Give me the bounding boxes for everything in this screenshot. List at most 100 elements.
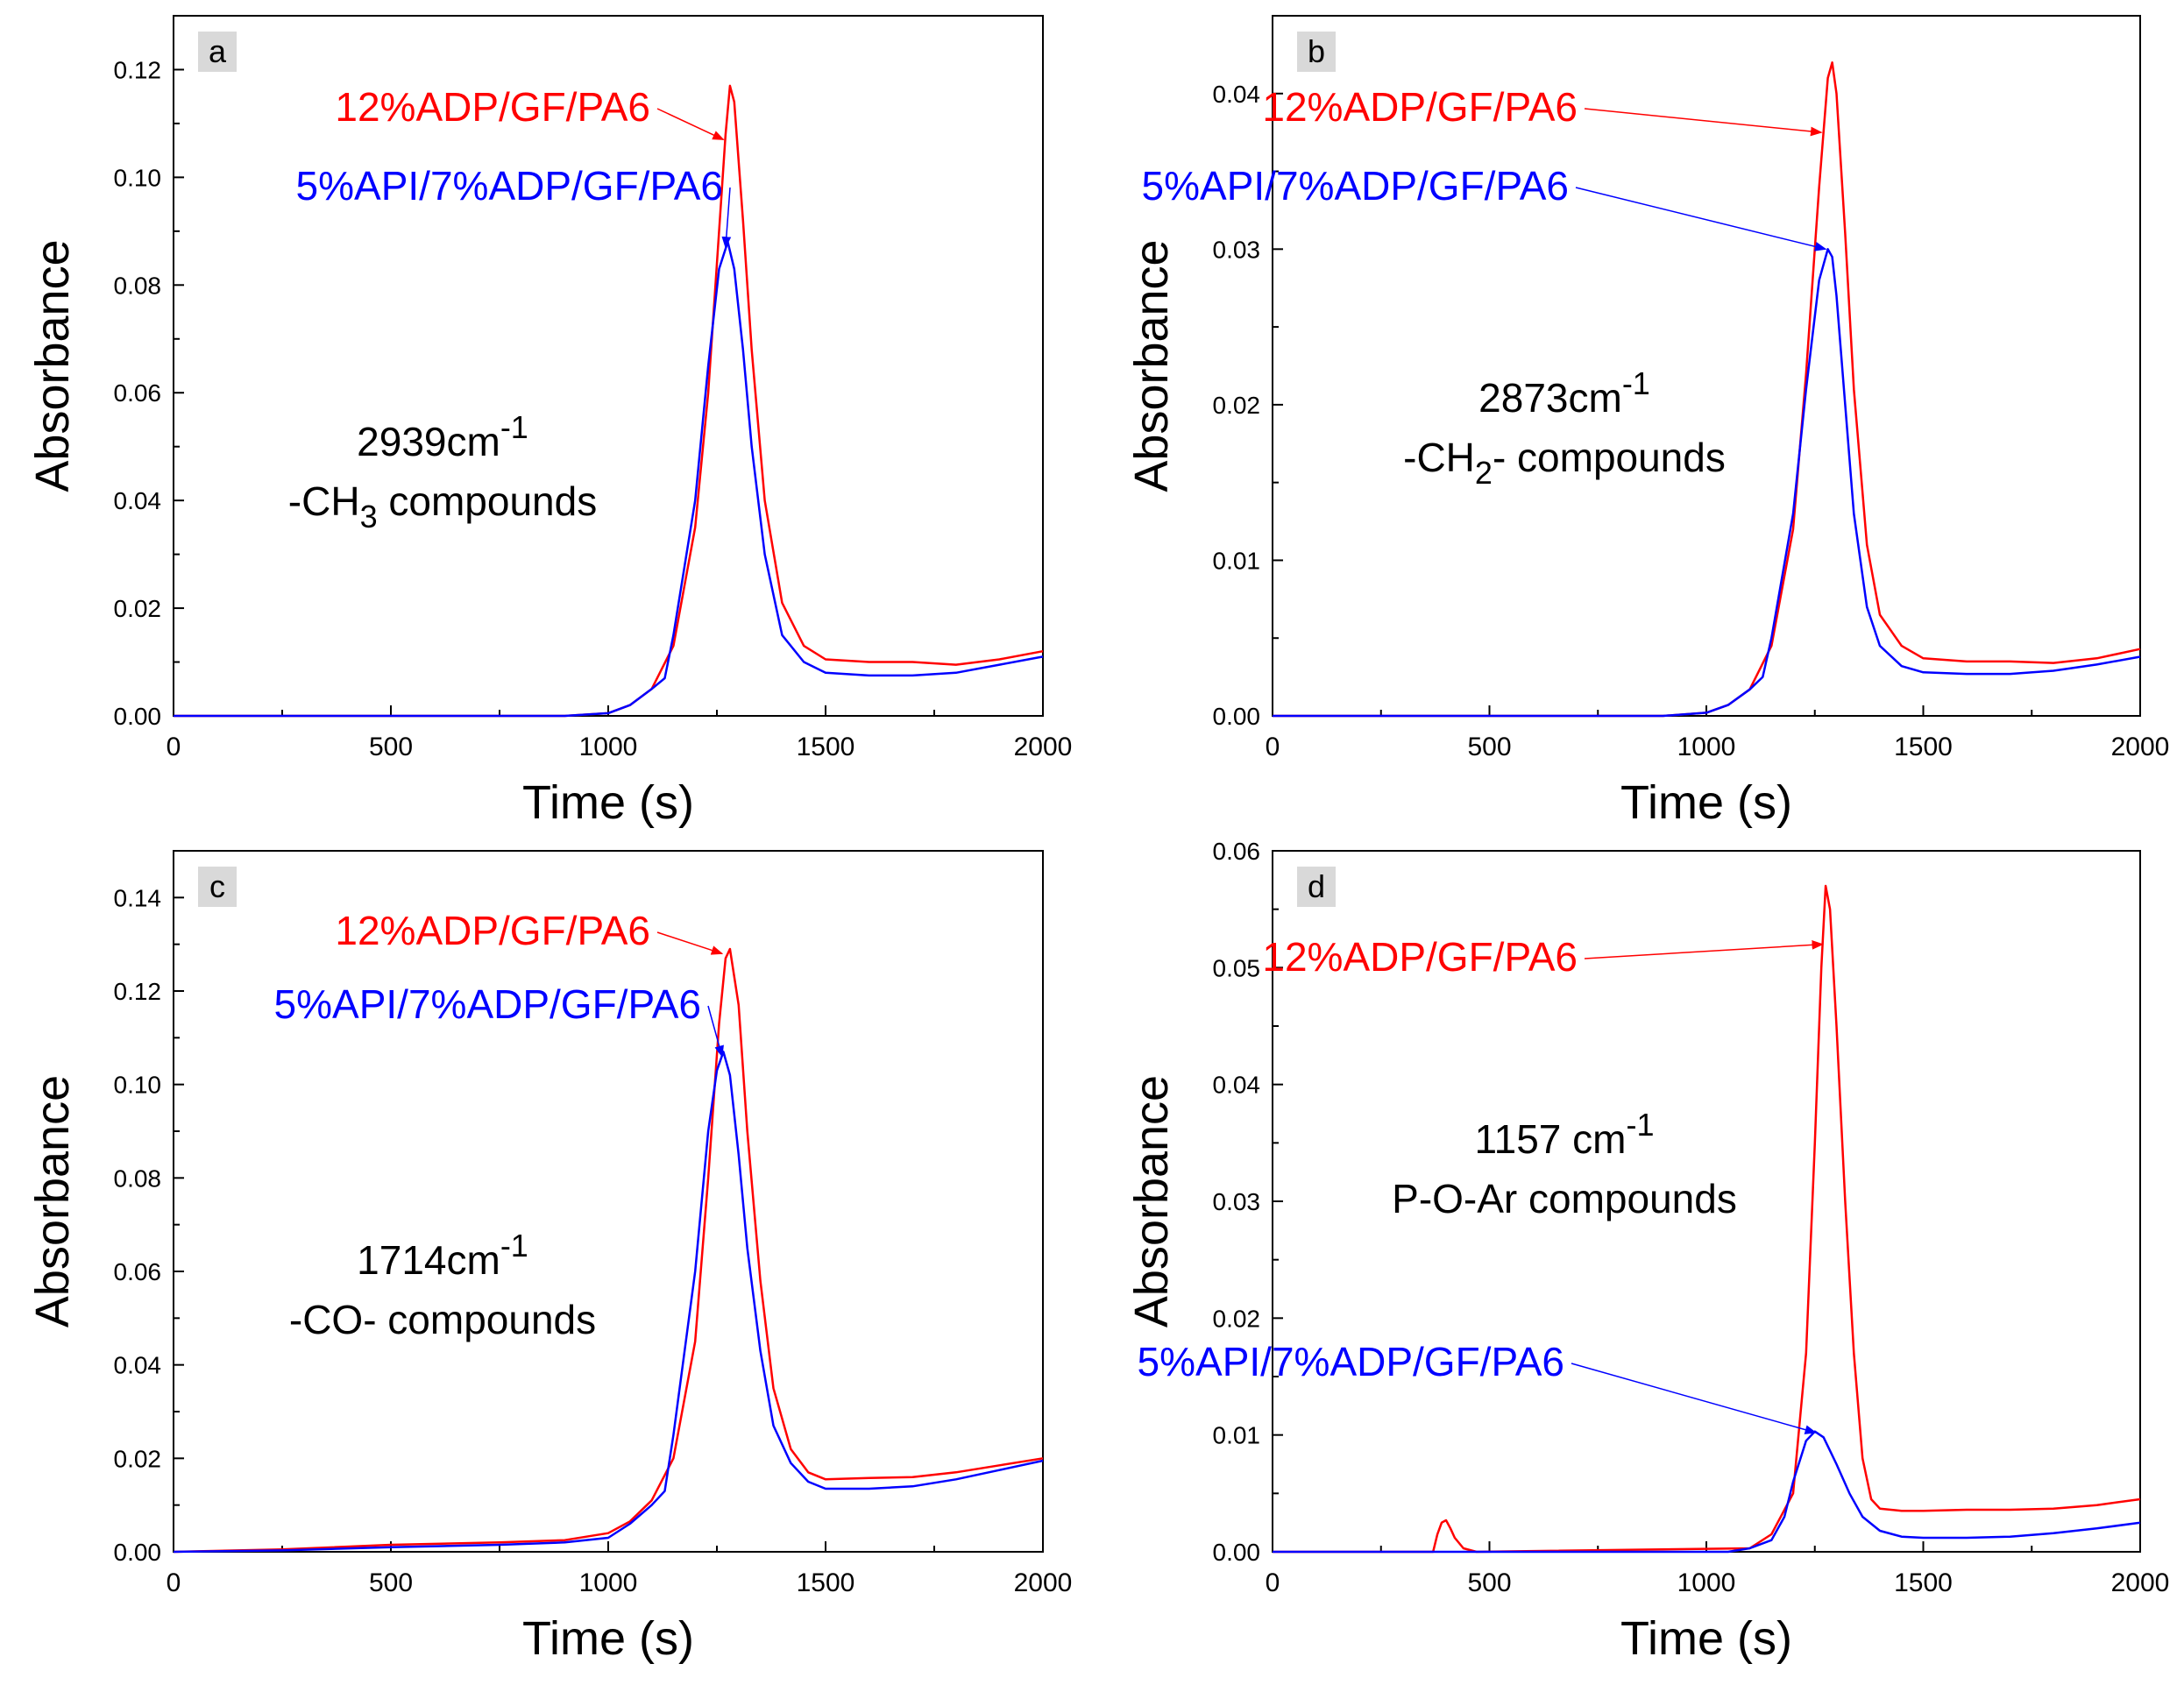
y-tick-label: 0.00 [1213,1539,1261,1566]
x-tick-label: 0 [167,1568,181,1597]
annotation-wavenumber-value: 1157 cm [1474,1116,1626,1162]
panel-label: d [1308,868,1325,904]
y-tick-label: 0.05 [1213,954,1261,981]
series-arrow-blue [1575,187,1827,251]
y-tick-label: 0.08 [114,1165,162,1192]
chart-panel-d: 0 500 1000 1500 2000 0.00 0.01 0.02 0.03 0.04 0.05… [1125,838,2169,1665]
y-tick-label: 0.01 [1213,1422,1261,1449]
y-tick-label: 0.04 [114,1352,162,1379]
annotation-subscript: 3 [360,499,378,535]
series-label-red: 12%ADP/GF/PA6 [335,84,650,130]
annotation-wavenumber-value: 1714cm [357,1237,500,1283]
annotation-wavenumber-value: 2939cm [357,419,500,464]
annotation-wavenumber: 2939cm-1 [357,409,528,464]
series-arrow-red [1584,940,1825,959]
x-tick-label: 1500 [1894,733,1953,761]
series-line-red [1273,61,2141,718]
series-arrow-red [1584,108,1823,137]
x-tick-label: 2000 [2111,733,2170,761]
x-tick-label: 2000 [1014,1568,1073,1597]
x-tick-label: 2000 [2111,1568,2170,1597]
y-tick-label: 0.00 [114,703,162,730]
y-tick-label: 0.06 [114,379,162,407]
y-tick-label: 0.12 [114,56,162,83]
annotation-compound-prefix: P-O-Ar compounds [1392,1176,1737,1221]
x-tick-label: 0 [167,733,181,761]
x-axis-title: Time (s) [1620,776,1792,829]
series-line-blue [174,240,1044,718]
y-tick-label: 0.04 [1213,81,1261,108]
series-label-red: 12%ADP/GF/PA6 [1262,934,1578,980]
x-tick-label: 500 [369,733,413,761]
y-tick-label: 0.01 [1213,547,1261,574]
y-axis-title: Absorbance [1125,1075,1178,1327]
series-line-red [173,947,1044,1554]
y-tick-label: 0.10 [114,164,162,191]
series-label-blue: 5%API/7%ADP/GF/PA6 [1142,163,1569,209]
y-tick-label: 0.06 [114,1258,162,1285]
annotation-compound: -CH2- compounds [1403,435,1726,491]
annotation-superscript: -1 [500,409,528,445]
x-tick-label: 1500 [797,1568,855,1597]
x-tick-label: 1500 [797,733,855,761]
y-tick-label: 0.03 [1213,236,1261,263]
panel-label-badge [198,867,237,907]
series-label-blue: 5%API/7%ADP/GF/PA6 [1138,1339,1564,1384]
y-axis-title: Absorbance [1125,239,1178,492]
y-tick-label: 0.04 [114,487,162,514]
y-tick-label: 0.14 [114,884,162,911]
x-tick-label: 1500 [1894,1568,1953,1597]
x-tick-label: 0 [1266,733,1280,761]
x-axis-title: Time (s) [522,776,694,829]
chart-panel-b: 0 500 1000 1500 2000 0.00 0.01 0.02 0.03 0.04 Time… [1125,15,2170,829]
chart-panel-c: 0 500 1000 1500 2000 0.00 0.02 0.04 0.06 0.08 0.10… [26,850,1073,1665]
y-tick-label: 0.02 [1213,1305,1261,1332]
y-tick-label: 0.04 [1213,1072,1261,1099]
series-arrow-blue [721,187,732,249]
annotation-compound: P-O-Ar compounds [1392,1176,1737,1221]
panel-label-badge [198,32,237,72]
annotation-wavenumber: 2873cm-1 [1478,365,1650,421]
annotation-compound-prefix: -CH [288,478,360,524]
y-tick-label: 0.10 [114,1072,162,1099]
y-tick-label: 0.02 [1213,392,1261,419]
chart-panel-a: 0 500 1000 1500 2000 0.00 0.02 0.04 0.06 0.08 0.10… [26,15,1073,829]
y-axis-title: Absorbance [26,1075,79,1327]
annotation-wavenumber-value: 2873cm [1478,375,1622,421]
series-label-blue: 5%API/7%ADP/GF/PA6 [296,163,723,209]
annotation-superscript: -1 [1622,365,1650,401]
x-tick-label: 500 [1467,1568,1511,1597]
series-line-blue [1273,248,2141,718]
panel-label-badge [1297,32,1336,72]
series-arrow-red [656,931,724,955]
x-axis-title: Time (s) [1620,1612,1792,1665]
panel-label: b [1308,33,1325,69]
y-tick-label: 0.00 [114,1539,162,1566]
annotation-superscript: -1 [1627,1107,1655,1143]
x-tick-label: 0 [1266,1568,1280,1597]
annotation-compound-suffix: compounds [378,478,598,524]
series-line-blue [1273,1430,2141,1554]
panel-label-badge [1297,867,1336,907]
x-axis-title: Time (s) [522,1612,694,1665]
x-tick-label: 1000 [1677,1568,1736,1597]
annotation-compound: -CO- compounds [289,1297,596,1342]
annotation-compound-prefix: -CO- compounds [289,1297,596,1342]
series-label-blue: 5%API/7%ADP/GF/PA6 [274,981,701,1027]
y-tick-label: 0.03 [1213,1188,1261,1215]
series-label-red: 12%ADP/GF/PA6 [1262,84,1578,130]
annotation-compound: -CH3 compounds [288,478,597,535]
y-tick-label: 0.02 [114,1445,162,1472]
annotation-compound-prefix: -CH [1403,435,1475,480]
y-tick-label: 0.06 [1213,838,1261,865]
annotation-wavenumber: 1714cm-1 [357,1228,528,1283]
annotation-wavenumber: 1157 cm-1 [1474,1107,1654,1162]
x-tick-label: 1000 [579,1568,638,1597]
annotation-compound-suffix: - compounds [1493,435,1726,480]
series-arrow-blue [707,1005,724,1058]
series-label-red: 12%ADP/GF/PA6 [335,908,650,953]
x-tick-label: 2000 [1014,733,1073,761]
y-tick-label: 0.00 [1213,703,1261,730]
panel-label: a [209,33,227,69]
